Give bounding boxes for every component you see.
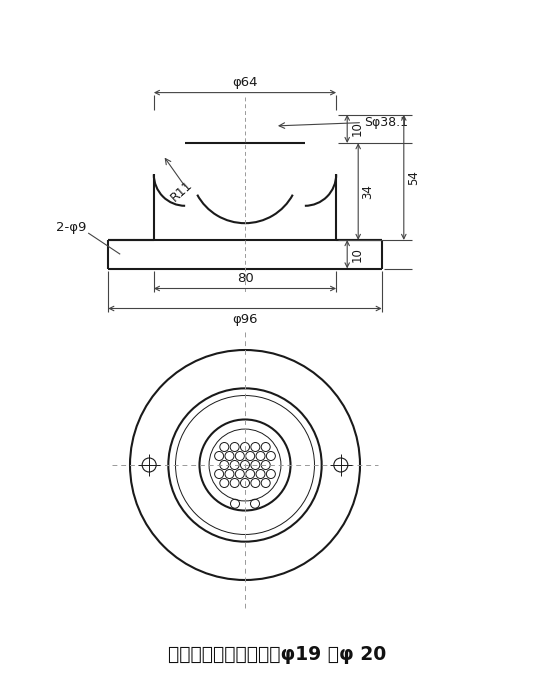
- Text: 10: 10: [350, 121, 363, 136]
- Text: 80: 80: [237, 271, 253, 285]
- Text: 2-φ9: 2-φ9: [56, 221, 86, 235]
- Text: Sφ38.1: Sφ38.1: [364, 116, 408, 129]
- Text: 取付面ゴミ抜き穴径：φ19 ～φ 20: 取付面ゴミ抜き穴径：φ19 ～φ 20: [168, 645, 386, 665]
- Text: 34: 34: [361, 184, 374, 199]
- Text: 54: 54: [407, 170, 420, 184]
- Text: φ64: φ64: [232, 76, 258, 88]
- Text: 10: 10: [350, 247, 363, 262]
- Text: φ96: φ96: [232, 313, 258, 326]
- Text: R11: R11: [168, 178, 195, 204]
